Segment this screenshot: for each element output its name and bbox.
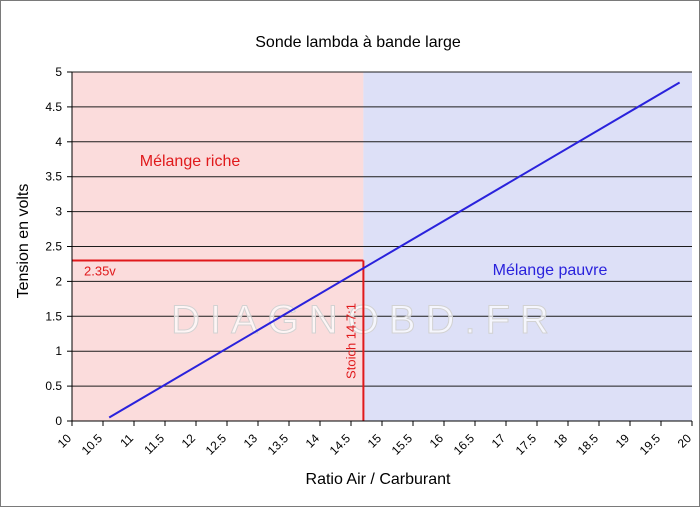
series-layer [108, 81, 681, 419]
annotation-lines [72, 259, 365, 421]
y-tick-label-9: 4.5 [45, 100, 62, 114]
region-label-riche: Mélange riche [140, 153, 241, 170]
voltage-annotation: 2.35v [84, 263, 116, 278]
y-tick-label-8: 4 [55, 135, 62, 149]
region-label-pauvre: Mélange pauvre [493, 262, 608, 279]
y-tick-label-5: 2.5 [45, 240, 62, 254]
region-labels: Mélange riche Mélange pauvre [140, 153, 608, 279]
stoich-annotation: Stoich 14.7:1 [343, 303, 358, 379]
x-axis-label: Ratio Air / Carburant [306, 471, 452, 488]
y-tick-label-1: 0.5 [45, 379, 62, 393]
chart-title: Sonde lambda à bande large [255, 34, 461, 51]
y-tick-label-0: 0 [55, 414, 62, 428]
y-tick-label-10: 5 [55, 65, 62, 79]
y-axis-label: Tension en volts [15, 184, 32, 299]
y-tick-label-4: 2 [55, 274, 62, 288]
gridlines [72, 71, 692, 387]
series-line-0 [108, 81, 681, 419]
y-tick-label-7: 3.5 [45, 170, 62, 184]
y-tick-label-3: 1.5 [45, 309, 62, 323]
watermark: DIAGNOBD.FR [171, 298, 559, 342]
axes [67, 71, 693, 426]
y-tick-label-2: 1 [55, 344, 62, 358]
y-tick-label-6: 3 [55, 205, 62, 219]
